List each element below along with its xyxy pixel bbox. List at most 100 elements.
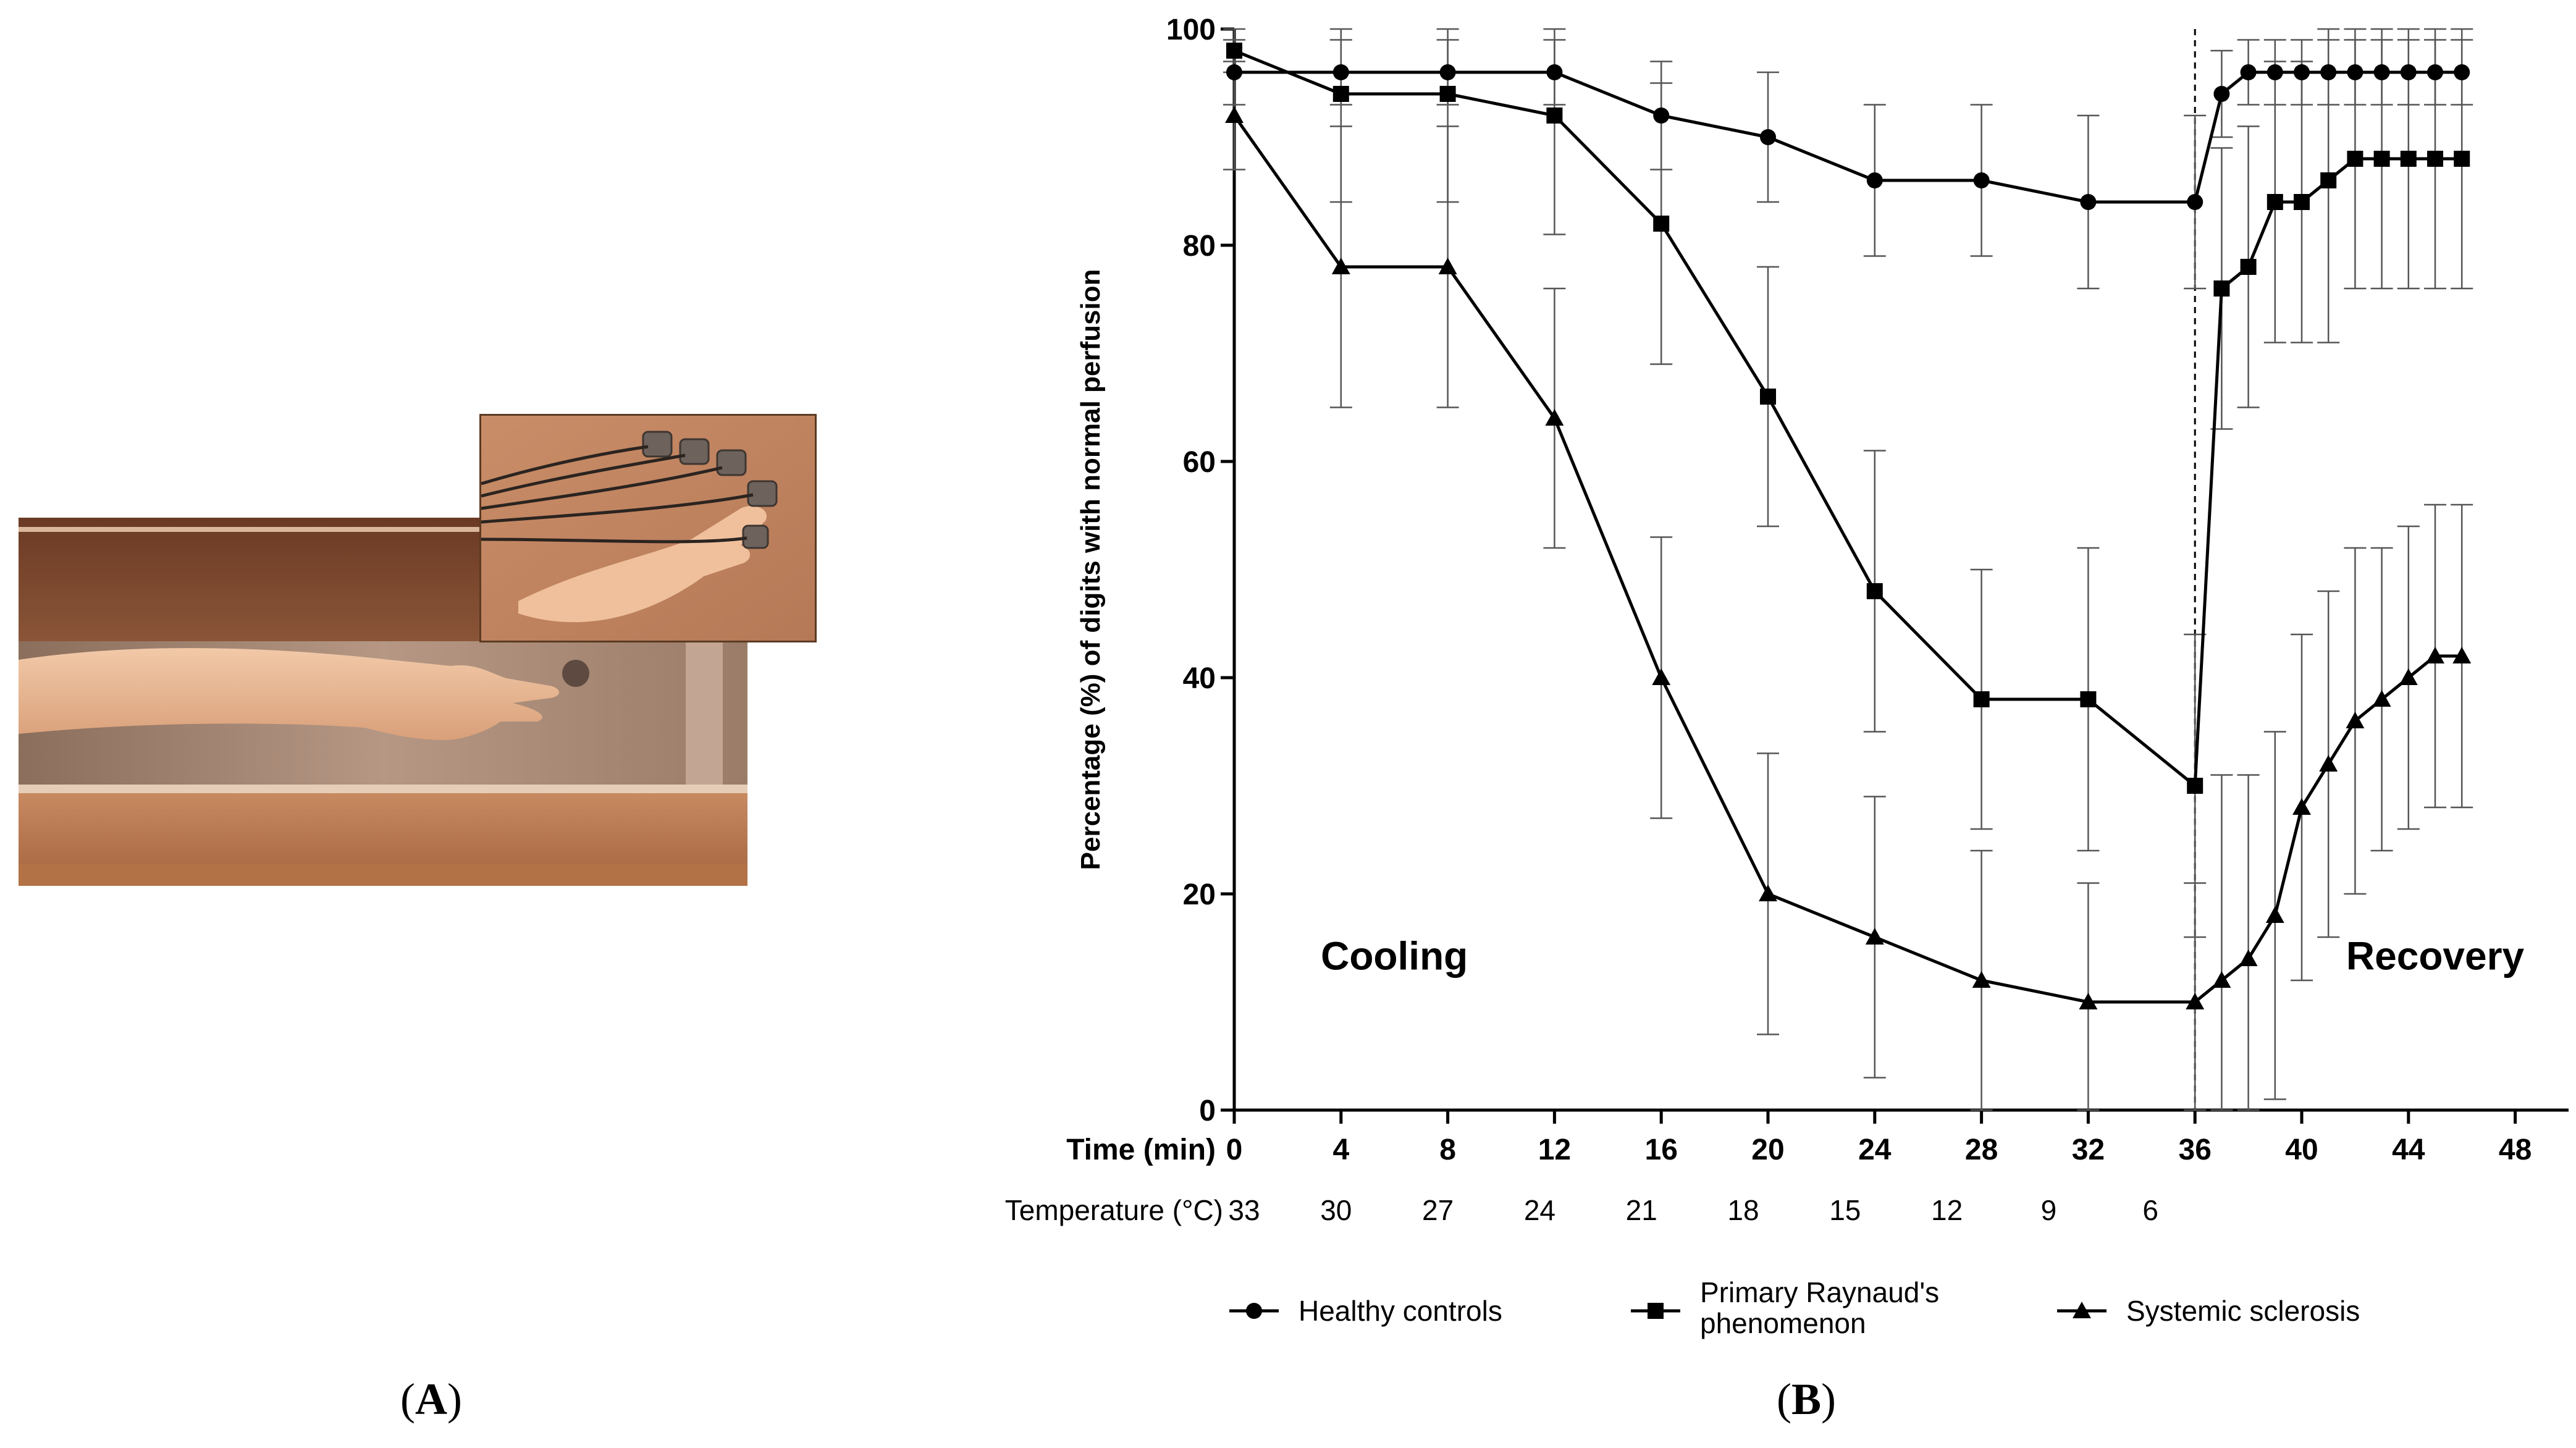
data-point-square [2080, 691, 2097, 707]
legend-label-line: Primary Raynaud's [1700, 1276, 1939, 1308]
data-point-square [2294, 194, 2310, 210]
data-point-circle [2427, 64, 2443, 80]
data-point-triangle [2186, 993, 2205, 1009]
data-point-circle [2267, 64, 2283, 80]
temperature-tick-label: 27 [1422, 1194, 1454, 1226]
data-point-circle [1439, 64, 1456, 80]
data-point-triangle [2265, 906, 2284, 923]
x-tick-label: 28 [1965, 1134, 1998, 1166]
temperature-tick-label: 21 [1626, 1194, 1657, 1226]
data-point-circle [2187, 194, 2203, 210]
temperature-row-label: Temperature (°C) [1005, 1194, 1223, 1226]
data-point-square [2187, 778, 2203, 794]
data-point-circle [2080, 194, 2097, 210]
data-point-square [1653, 216, 1670, 232]
panel-label-b-letter: B [1791, 1374, 1822, 1424]
x-tick-label: 16 [1645, 1134, 1678, 1166]
data-point-triangle [2239, 949, 2258, 966]
temperature-tick-label: 6 [2142, 1194, 2158, 1226]
series-line-triangle [1232, 114, 2462, 1004]
panel-label-b: (B) [1777, 1374, 1836, 1424]
data-point-square [2267, 194, 2283, 210]
data-point-triangle [1972, 971, 1991, 988]
data-point-square [2320, 172, 2337, 188]
panel-label-a-letter: A [415, 1374, 447, 1424]
temperature-tick-label: 9 [2041, 1194, 2057, 1226]
data-point-square [2373, 151, 2390, 167]
series-line-circle [1234, 70, 2462, 204]
temperature-tick-label: 33 [1228, 1194, 1260, 1226]
data-point-triangle [1545, 409, 1564, 426]
x-tick-label: 0 [1226, 1134, 1243, 1166]
hand-probes-illustration [481, 416, 815, 641]
data-point-circle [2400, 64, 2417, 80]
data-point-circle [1546, 64, 1563, 80]
inset-hand-probes-photo [479, 414, 817, 642]
temperature-tick-label: 30 [1320, 1194, 1352, 1226]
y-tick-label: 40 [1183, 662, 1216, 695]
x-axis-title: Time (min) [1066, 1134, 1216, 1166]
x-tick-label: 44 [2392, 1134, 2425, 1166]
data-point-circle [1866, 172, 1883, 188]
data-point-circle [2347, 64, 2363, 80]
x-tick-label: 40 [2285, 1134, 2318, 1166]
data-point-square [2240, 259, 2257, 275]
data-point-square [1760, 389, 1776, 405]
data-point-square [2213, 280, 2230, 297]
temperature-tick-label: 18 [1727, 1194, 1759, 1226]
y-tick-label: 100 [1166, 14, 1216, 46]
x-tick-label: 48 [2499, 1134, 2532, 1166]
data-point-circle [1226, 64, 1242, 80]
x-tick-label: 8 [1439, 1134, 1456, 1166]
y-axis-title: Percentage (%) of digits with normal per… [1075, 269, 1106, 870]
phase-label-cooling: Cooling [1321, 934, 1468, 979]
x-tick-label: 20 [1751, 1134, 1784, 1166]
x-tick-label: 12 [1538, 1134, 1571, 1166]
temperature-tick-label: 15 [1829, 1194, 1861, 1226]
data-point-triangle [2292, 798, 2311, 815]
data-point-circle [1653, 107, 1670, 124]
series-line-square [1234, 49, 2462, 788]
data-point-square [1546, 107, 1563, 124]
legend-label: Healthy controls [1299, 1295, 1502, 1327]
data-point-triangle [2426, 647, 2444, 663]
data-point-circle [1973, 172, 1990, 188]
data-point-triangle [1225, 106, 1244, 123]
data-point-circle [2294, 64, 2310, 80]
data-point-triangle [1759, 885, 1777, 901]
data-point-circle [2213, 86, 2230, 102]
data-point-triangle [1331, 258, 1350, 274]
data-point-circle [2240, 64, 2257, 80]
x-tick-label: 4 [1332, 1134, 1349, 1166]
data-point-square [1973, 691, 1990, 707]
phase-label-recovery: Recovery [2346, 934, 2525, 979]
data-point-square [1866, 583, 1883, 599]
data-point-square [2427, 151, 2443, 167]
data-point-square [1439, 86, 1456, 102]
data-point-triangle [2452, 647, 2472, 663]
data-point-triangle [1652, 668, 1671, 685]
data-point-triangle [2212, 971, 2231, 988]
data-point-square [1332, 86, 1349, 102]
data-point-triangle [2399, 668, 2418, 685]
legend-label: Systemic sclerosis [2126, 1295, 2360, 1327]
legend-label-line: phenomenon [1700, 1307, 1866, 1339]
y-tick-label: 20 [1183, 878, 1216, 911]
data-point-square [2454, 151, 2470, 167]
x-tick-label: 36 [2179, 1134, 2212, 1166]
temperature-tick-label: 24 [1524, 1194, 1555, 1226]
data-point-circle [2373, 64, 2390, 80]
data-point-circle [1760, 129, 1776, 145]
y-tick-label: 0 [1199, 1095, 1216, 1127]
x-tick-label: 32 [2072, 1134, 2105, 1166]
data-point-circle [1332, 64, 1349, 80]
data-point-square [2400, 151, 2417, 167]
y-tick-label: 60 [1183, 446, 1216, 479]
data-point-triangle [2319, 755, 2338, 772]
data-point-triangle [2346, 712, 2365, 728]
data-point-circle [2454, 64, 2470, 80]
data-point-triangle [2372, 690, 2391, 707]
